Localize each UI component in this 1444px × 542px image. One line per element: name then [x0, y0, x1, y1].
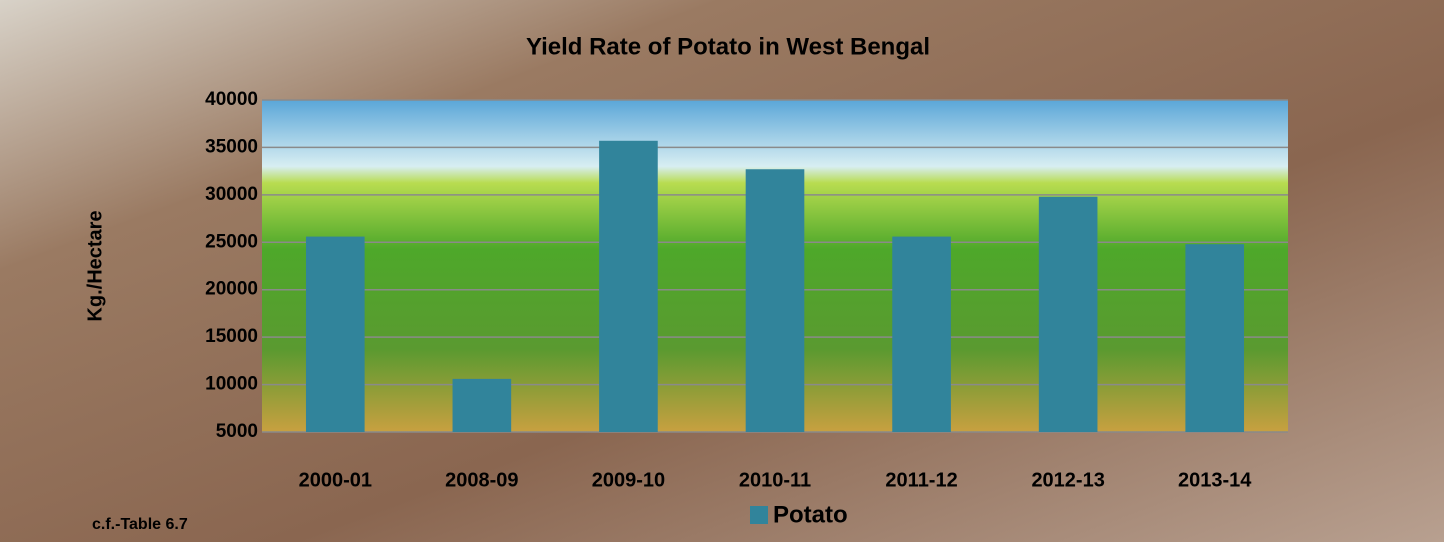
chart-title: Yield Rate of Potato in West Bengal: [526, 33, 930, 60]
bar: [1038, 196, 1098, 432]
bar: [599, 140, 658, 432]
y-tick-label: 10000: [205, 374, 258, 395]
bar: [745, 169, 805, 432]
y-axis-label: Kg./Hectare: [84, 210, 106, 321]
x-tick-label: 2011-12: [885, 469, 957, 491]
x-tick-label: 2000-01: [299, 469, 372, 491]
y-tick-label: 20000: [205, 279, 258, 300]
bar: [892, 236, 951, 432]
source-note: c.f.-Table 6.7: [92, 516, 188, 533]
legend-label: Potato: [773, 501, 848, 528]
bar: [1185, 244, 1245, 432]
bar: [452, 378, 512, 432]
y-tick-label: 25000: [205, 231, 258, 252]
y-tick-label: 40000: [205, 89, 258, 110]
x-tick-label: 2008-09: [445, 469, 518, 491]
y-tick-label: 35000: [205, 136, 258, 157]
x-tick-label: 2009-10: [592, 469, 665, 491]
y-tick-label: 15000: [205, 326, 258, 347]
x-tick-label: 2013-14: [1178, 469, 1252, 491]
x-tick-label: 2012-13: [1031, 469, 1104, 491]
bar: [305, 236, 365, 432]
x-tick-label: 2010-11: [739, 469, 811, 491]
y-tick-label: 30000: [205, 184, 258, 205]
legend-swatch: [750, 506, 768, 524]
y-tick-label: 5000: [216, 421, 258, 442]
